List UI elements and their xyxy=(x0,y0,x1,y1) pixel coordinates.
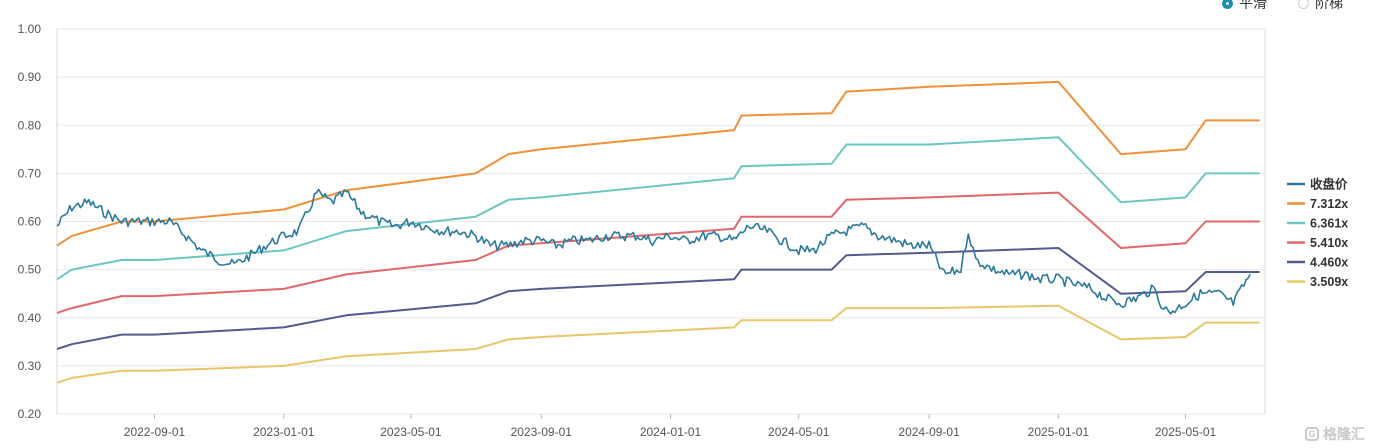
legend[interactable]: 收盘价 7.312x 6.361x 5.410x 4.460x 3.509x xyxy=(1287,177,1348,290)
x-tick-label: 2024-01-01 xyxy=(640,425,702,439)
watermark-text: 格隆汇 xyxy=(1323,426,1365,442)
legend-label: 6.361x xyxy=(1310,217,1348,231)
legend-label: 3.509x xyxy=(1310,275,1348,289)
x-tick-label: 2025-01-01 xyxy=(1028,425,1090,439)
y-tick-label: 0.50 xyxy=(18,263,42,277)
x-axis: 2022-09-01 2023-01-01 2023-05-01 2023-09-01… xyxy=(124,414,1217,439)
smooth-toggle-label: 平滑 xyxy=(1239,0,1267,11)
y-tick-label: 0.60 xyxy=(18,215,42,229)
plot-area xyxy=(56,80,1260,384)
legend-label: 5.410x xyxy=(1310,236,1348,250)
x-tick-label: 2023-09-01 xyxy=(511,425,573,439)
legend-label: 7.312x xyxy=(1310,197,1348,211)
legend-label: 收盘价 xyxy=(1310,177,1348,192)
series-line xyxy=(56,304,1260,384)
series-line xyxy=(56,191,1260,314)
y-tick-label: 1.00 xyxy=(18,22,42,36)
series-line xyxy=(56,136,1260,281)
step-toggle[interactable]: 阶梯 xyxy=(1298,0,1343,12)
y-tick-label: 0.40 xyxy=(18,311,42,325)
x-tick-label: 2024-05-01 xyxy=(768,425,830,439)
watermark: G 格隆汇 xyxy=(1305,424,1365,444)
step-toggle-label: 阶梯 xyxy=(1315,0,1343,11)
x-tick-label: 2023-05-01 xyxy=(380,425,442,439)
x-tick-label: 2023-01-01 xyxy=(253,425,315,439)
x-tick-label: 2025-05-01 xyxy=(1155,425,1217,439)
y-axis: 0.20 0.30 0.40 0.50 0.60 0.70 0.80 0.90 1.00 xyxy=(18,22,42,421)
y-tick-label: 0.20 xyxy=(18,407,42,421)
y-tick-label: 0.30 xyxy=(18,359,42,373)
smooth-toggle[interactable]: 平滑 xyxy=(1222,0,1267,12)
legend-label: 4.460x xyxy=(1310,256,1348,270)
series-line xyxy=(56,188,1251,315)
y-tick-label: 0.80 xyxy=(18,118,42,132)
x-tick-label: 2022-09-01 xyxy=(124,425,186,439)
watermark-logo-icon: G xyxy=(1305,427,1319,441)
series-line xyxy=(56,80,1260,247)
radio-unselected-icon[interactable] xyxy=(1298,0,1309,9)
radio-selected-icon[interactable] xyxy=(1222,0,1233,9)
series-line xyxy=(56,247,1260,350)
y-tick-label: 0.90 xyxy=(18,70,42,84)
grid-lines xyxy=(56,28,1266,415)
y-tick-label: 0.70 xyxy=(18,166,42,180)
x-tick-label: 2024-09-01 xyxy=(898,425,960,439)
